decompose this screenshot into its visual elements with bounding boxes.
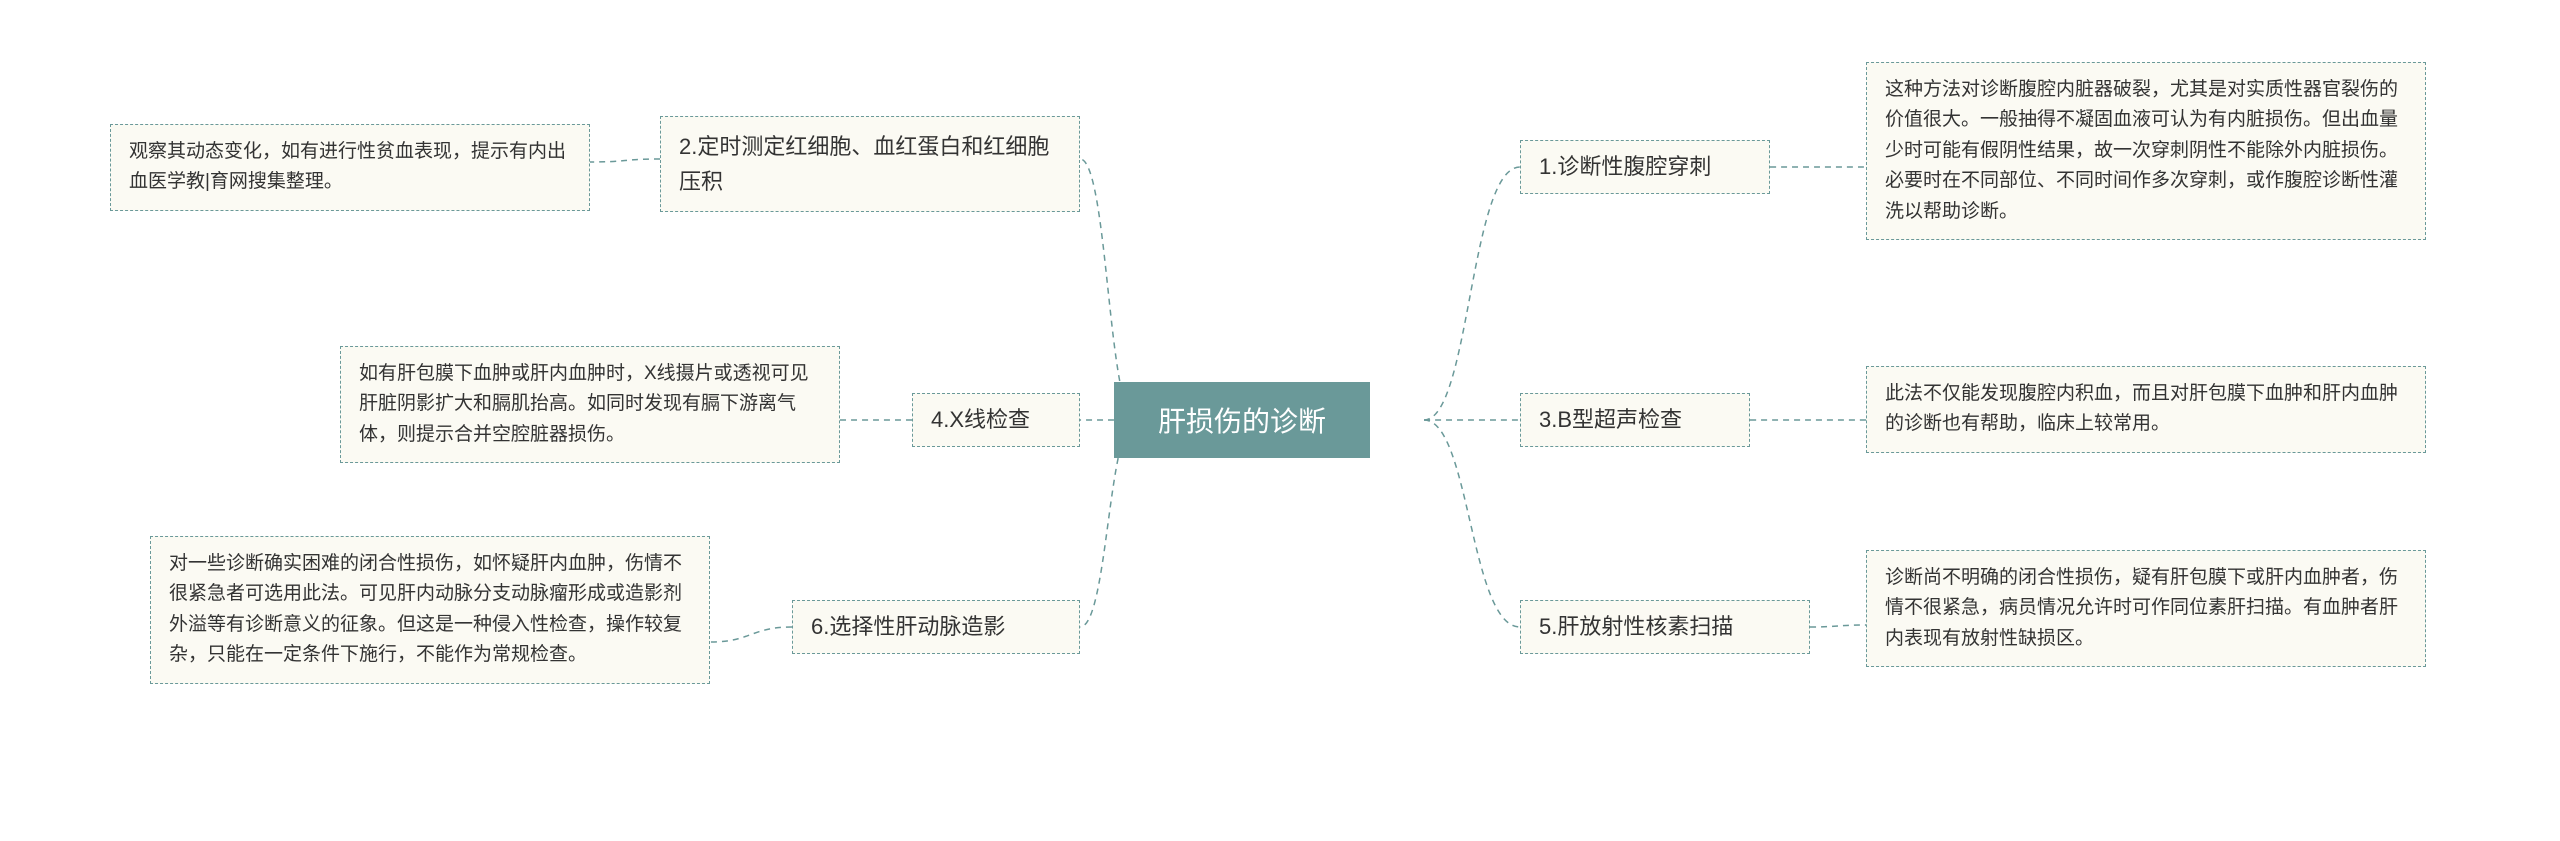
topic-l6[interactable]: 6.选择性肝动脉造影 [792,600,1080,654]
detail-r5: 诊断尚不明确的闭合性损伤，疑有肝包膜下或肝内血肿者，伤情不很紧急，病员情况允许时… [1866,550,2426,667]
topic-r5[interactable]: 5.肝放射性核素扫描 [1520,600,1810,654]
topic-r1[interactable]: 1.诊断性腹腔穿刺 [1520,140,1770,194]
topic-l4[interactable]: 4.X线检查 [912,393,1080,447]
topic-r3[interactable]: 3.B型超声检查 [1520,393,1750,447]
center-node-wrap: 肝损伤的诊断 [1114,388,1158,452]
mindmap-canvas: 肝损伤的诊断 1.诊断性腹腔穿刺 这种方法对诊断腹腔内脏器破裂，尤其是对实质性器… [0,0,2560,841]
detail-r1: 这种方法对诊断腹腔内脏器破裂，尤其是对实质性器官裂伤的价值很大。一般抽得不凝固血… [1866,62,2426,240]
detail-l4: 如有肝包膜下血肿或肝内血肿时，X线摄片或透视可见肝脏阴影扩大和膈肌抬高。如同时发… [340,346,840,463]
topic-l2[interactable]: 2.定时测定红细胞、血红蛋白和红细胞压积 [660,116,1080,212]
center-node[interactable]: 肝损伤的诊断 [1114,382,1370,458]
detail-l6: 对一些诊断确实困难的闭合性损伤，如怀疑肝内血肿，伤情不很紧急者可选用此法。可见肝… [150,536,710,684]
detail-l2: 观察其动态变化，如有进行性贫血表现，提示有内出血医学教|育网搜集整理。 [110,124,590,211]
detail-r3: 此法不仅能发现腹腔内积血，而且对肝包膜下血肿和肝内血肿的诊断也有帮助，临床上较常… [1866,366,2426,453]
